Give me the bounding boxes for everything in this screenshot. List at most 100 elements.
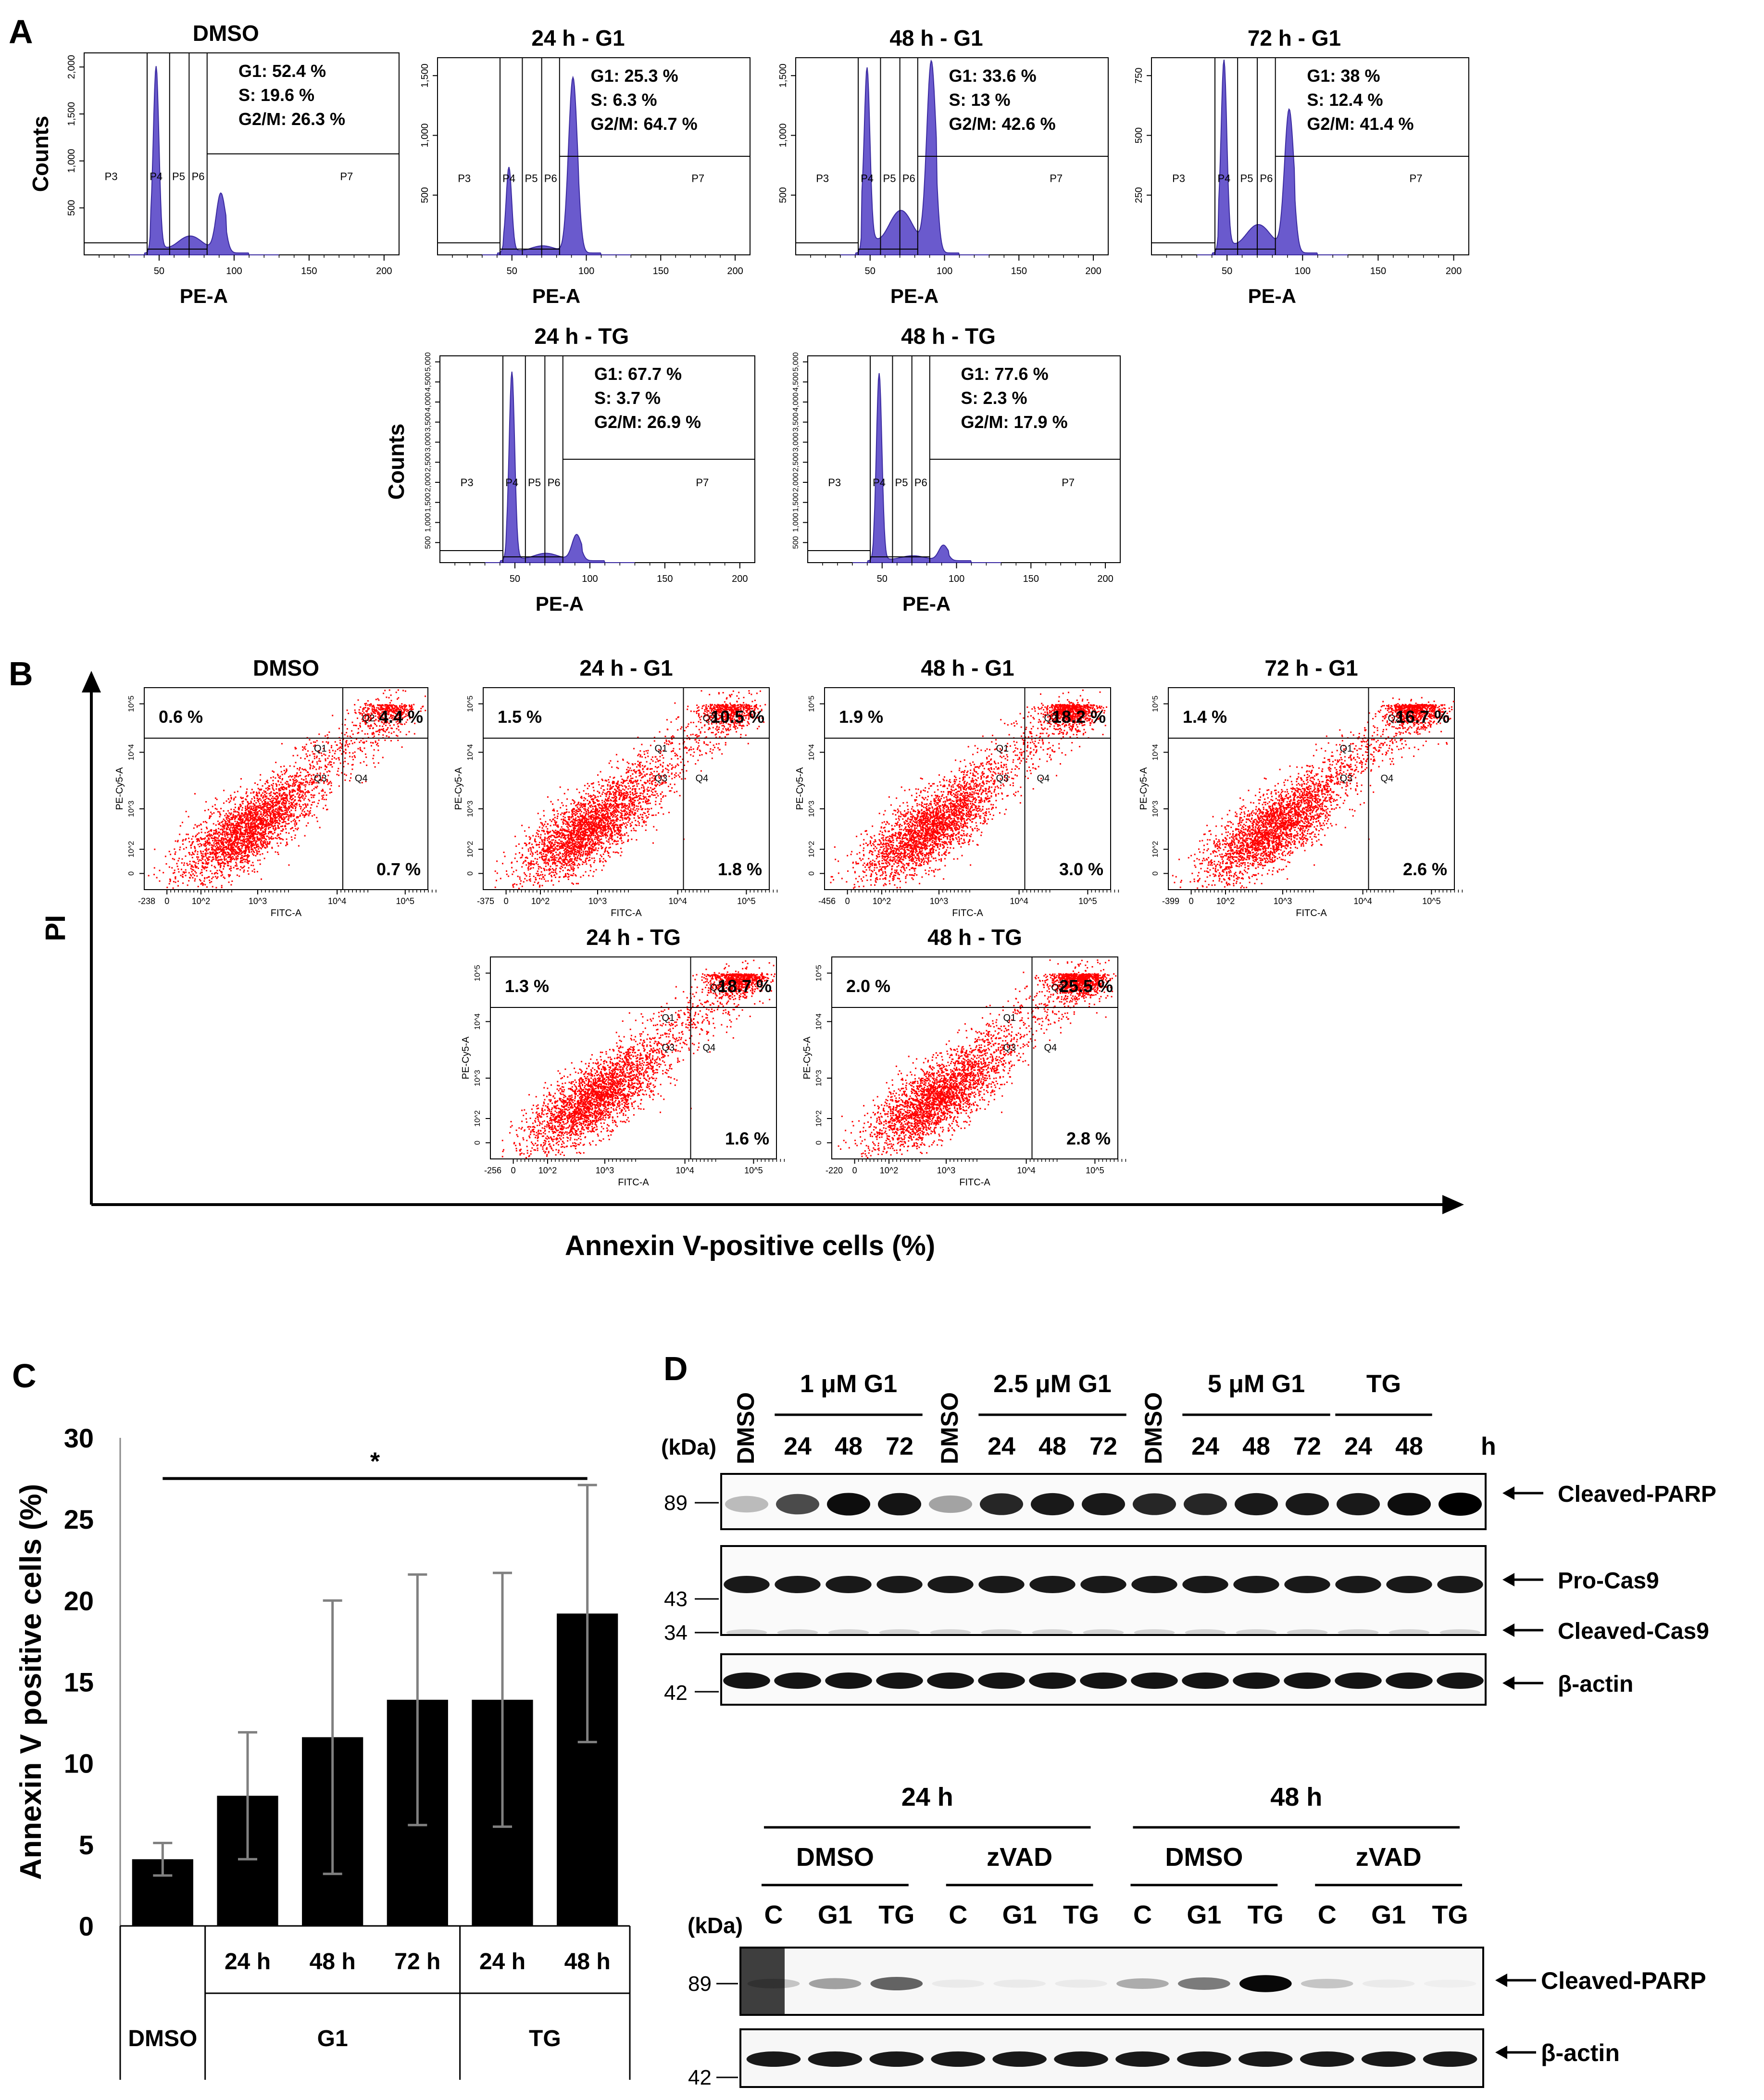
dot (568, 830, 570, 832)
dot (215, 858, 217, 860)
dot (367, 707, 369, 709)
dot (188, 852, 190, 854)
x-min-label: -238 (138, 896, 155, 906)
dot (262, 843, 264, 845)
dot (536, 832, 538, 834)
dot (218, 849, 220, 851)
dot (255, 816, 257, 818)
dot (630, 830, 632, 831)
dot (272, 805, 274, 807)
dot (364, 753, 366, 755)
dot (216, 832, 218, 834)
dot (275, 813, 277, 815)
dot (248, 846, 250, 848)
dot (241, 853, 242, 855)
dot (251, 870, 253, 872)
dot (563, 823, 564, 825)
dot (617, 791, 619, 792)
dot (262, 805, 264, 807)
dot (258, 792, 260, 793)
dot (331, 758, 333, 760)
dot (285, 797, 287, 799)
dot (568, 811, 570, 813)
stat-g1: G1: 33.6 % (949, 66, 1037, 86)
dot (299, 820, 300, 822)
dot (200, 853, 202, 855)
dot (542, 859, 544, 861)
dot (295, 828, 297, 830)
dot (533, 864, 535, 866)
dot (222, 823, 224, 825)
dot (263, 799, 265, 801)
dot (233, 853, 235, 855)
dot (389, 702, 391, 704)
dot (235, 827, 237, 829)
dot (268, 838, 270, 840)
dot (281, 830, 283, 832)
dot (538, 830, 540, 832)
dot (538, 842, 540, 843)
dot (245, 807, 247, 809)
dot (607, 841, 609, 843)
dot (376, 730, 378, 732)
dot (236, 863, 238, 865)
dot (311, 778, 313, 780)
y-tick-label: 250 (1134, 187, 1144, 203)
dot (213, 842, 215, 844)
dot (389, 709, 391, 711)
dot (220, 833, 222, 835)
dot (543, 878, 545, 880)
dot (280, 766, 282, 767)
dot (285, 821, 287, 823)
dot (220, 865, 222, 867)
dot (298, 800, 300, 802)
histogram-title: 24 h - G1 (531, 25, 625, 50)
dot (580, 876, 582, 878)
dot (519, 878, 521, 880)
dot (251, 815, 252, 817)
dot (569, 846, 571, 848)
dot (339, 762, 341, 764)
dot (274, 797, 275, 799)
dot (583, 797, 585, 799)
dot (264, 794, 266, 795)
dot (252, 862, 254, 864)
dot (285, 844, 287, 846)
dot (244, 820, 246, 822)
dot (211, 813, 213, 815)
dot (225, 855, 227, 857)
dot (269, 815, 271, 817)
dot (265, 822, 267, 824)
dot (192, 852, 193, 854)
y-tick-label: 1,500 (424, 493, 432, 512)
dot (268, 809, 270, 811)
dot (279, 806, 281, 808)
dot (310, 794, 312, 796)
dot (576, 788, 578, 790)
dot (231, 849, 233, 851)
dot (176, 863, 178, 865)
dot (296, 793, 298, 795)
dot (204, 859, 206, 861)
dot (303, 807, 305, 809)
dot (200, 871, 202, 873)
dot (254, 826, 256, 828)
dot (198, 838, 200, 840)
dot (223, 844, 225, 846)
dot (206, 886, 208, 888)
dot (203, 843, 205, 845)
dot (237, 857, 238, 859)
dot (206, 857, 208, 859)
dot (382, 756, 384, 758)
dot (163, 872, 164, 874)
dot (299, 804, 300, 805)
dot (249, 817, 251, 819)
dot (671, 778, 673, 780)
dot (250, 845, 252, 847)
dot (240, 844, 242, 846)
dot (305, 795, 307, 797)
dot (254, 818, 256, 820)
dot (201, 855, 203, 856)
dot (258, 792, 260, 794)
dot (593, 790, 595, 792)
